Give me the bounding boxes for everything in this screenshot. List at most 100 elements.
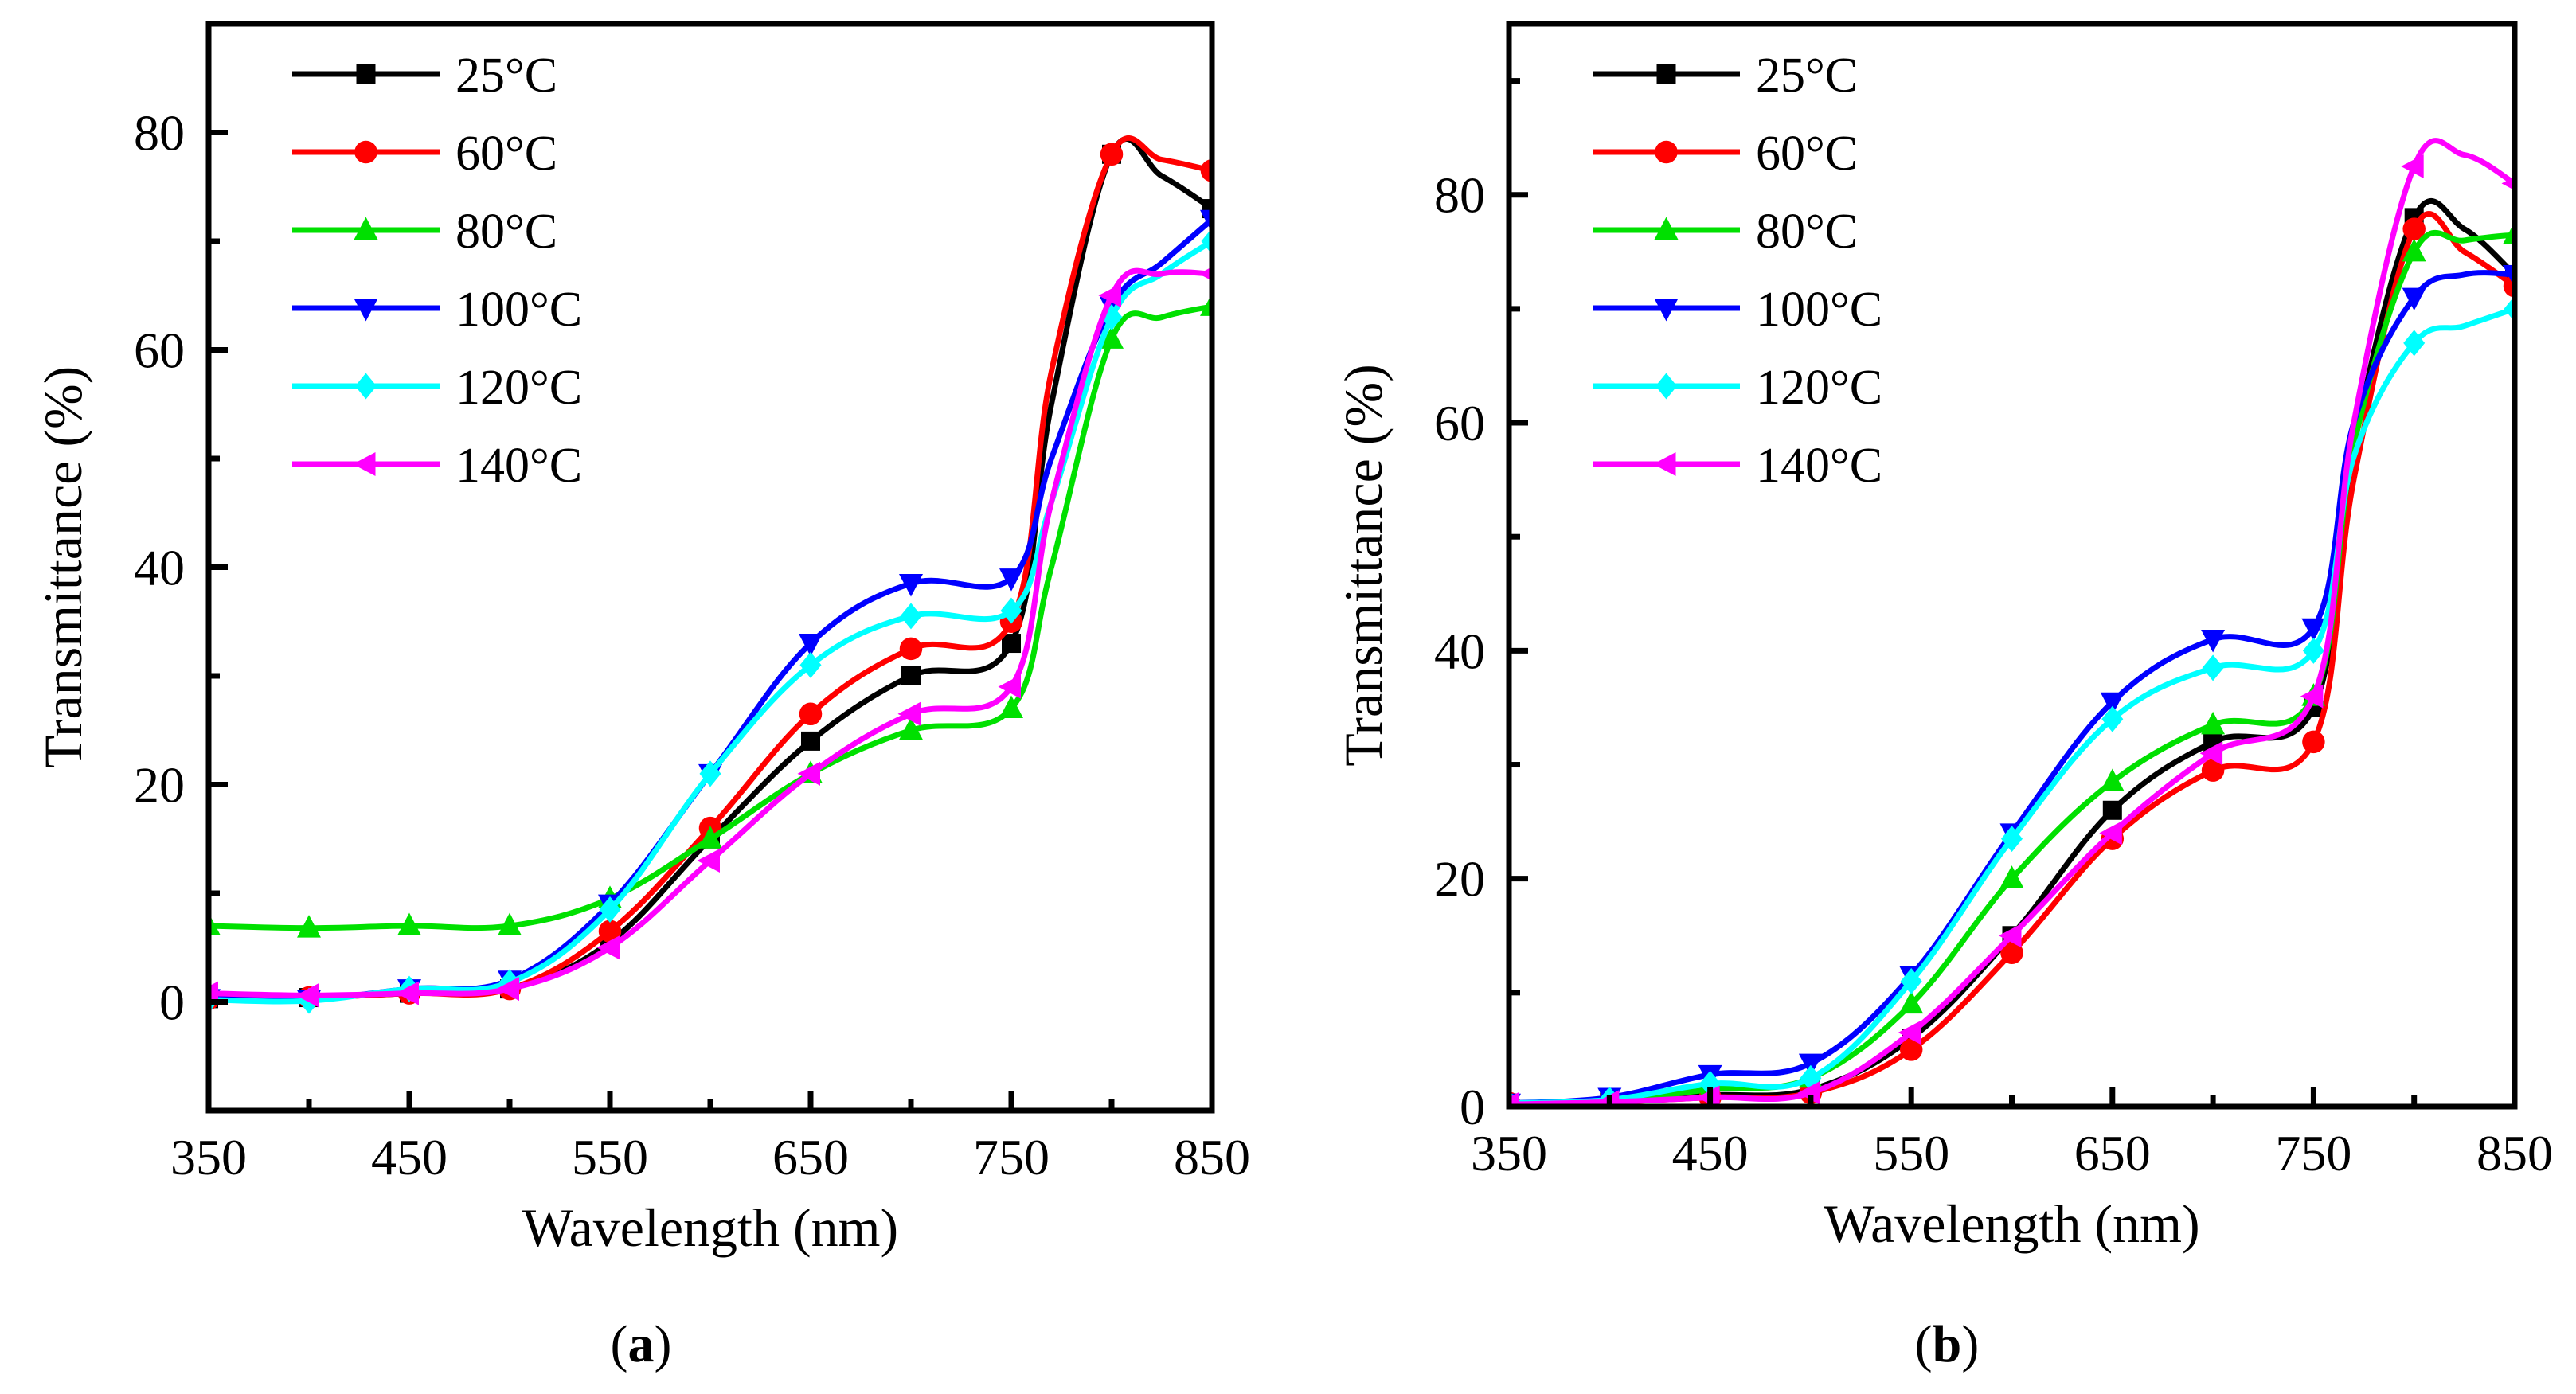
data-point	[2401, 154, 2424, 178]
data-point	[2102, 800, 2122, 820]
plot-frame	[205, 21, 1215, 1114]
data-point	[2199, 741, 2223, 766]
data-point	[2402, 217, 2426, 240]
series-line	[1509, 211, 2515, 1107]
data-point	[2300, 684, 2324, 709]
data-point	[1898, 1020, 1921, 1045]
data-point	[1198, 267, 1212, 281]
series-line	[1509, 229, 2515, 1107]
legend-marker	[1654, 299, 1679, 322]
legend-item: 60°C	[292, 127, 557, 181]
y-axis-title: Transmittance (%)	[33, 366, 93, 768]
legend-label: 140°C	[1756, 439, 1882, 493]
data-point	[1900, 968, 1922, 995]
x-tick-label: 450	[1672, 1125, 1749, 1181]
legend-label: 100°C	[455, 283, 582, 337]
y-tick-label: 80	[1434, 167, 1485, 224]
series-line	[1509, 306, 2515, 1107]
data-point	[295, 983, 319, 1008]
data-point	[397, 912, 421, 935]
legend-item: 25°C	[292, 49, 557, 103]
legend-label: 80°C	[455, 205, 557, 259]
data-point	[998, 674, 1021, 699]
data-point	[899, 717, 923, 740]
panel-b: 350 450 550 650 750 850 0 20 40 60 80 Wavelength (n…	[1333, 21, 2553, 1373]
series-0-1	[209, 135, 1212, 1010]
x-tick-label: 750	[973, 1129, 1050, 1185]
data-point	[498, 912, 522, 935]
data-point	[999, 695, 1023, 718]
legend-item: 60°C	[1593, 127, 1858, 181]
data-point	[2001, 826, 2023, 853]
data-point	[2403, 330, 2426, 357]
data-point	[1200, 209, 1212, 233]
x-tick-label: 550	[572, 1129, 648, 1185]
legend-label: 120°C	[1756, 361, 1882, 415]
data-point	[2202, 654, 2224, 681]
series-line	[209, 136, 1212, 1002]
data-point	[209, 912, 221, 935]
legend-marker	[1655, 140, 1678, 164]
y-tick-label: 80	[134, 105, 185, 162]
data-point	[900, 603, 922, 630]
x-tick-label: 650	[772, 1129, 849, 1185]
series-0-0	[209, 136, 1212, 1009]
data-point	[897, 701, 921, 726]
x-tick-label: 650	[2074, 1125, 2151, 1181]
data-point	[697, 849, 720, 873]
data-point	[901, 666, 921, 685]
data-point	[2100, 692, 2125, 716]
x-tick-label: 750	[2275, 1125, 2351, 1181]
data-point	[1899, 1038, 1923, 1061]
data-point	[2302, 730, 2325, 754]
y-tick-label: 20	[134, 757, 185, 814]
series-line	[1509, 270, 2515, 1107]
y-tick-label: 60	[134, 322, 185, 379]
data-point	[2201, 759, 2225, 782]
y-tick-label: 0	[159, 974, 185, 1031]
data-point	[1999, 923, 2022, 948]
series-1-5	[1509, 138, 2515, 1107]
data-point	[396, 981, 419, 1005]
data-point	[2402, 238, 2426, 262]
x-tick-label: 350	[170, 1129, 247, 1185]
x-axis-title: Wavelength (nm)	[522, 1197, 898, 1258]
data-point	[801, 731, 820, 751]
legend-marker	[1656, 64, 1676, 84]
data-point	[2201, 711, 2226, 735]
legend-item: 120°C	[292, 361, 582, 415]
data-point	[699, 760, 721, 787]
data-point	[698, 826, 722, 849]
series-line	[209, 135, 1212, 1002]
legend-marker	[354, 299, 378, 322]
data-point	[999, 568, 1023, 592]
legend-item: 120°C	[1593, 361, 1882, 415]
data-point	[797, 761, 820, 786]
data-point	[1797, 1080, 1820, 1105]
legend-marker	[1653, 452, 1676, 476]
y-axis-title: Transmittance (%)	[1333, 364, 1394, 766]
x-tick-label: 850	[2476, 1125, 2553, 1181]
x-axis-title: Wavelength (nm)	[1824, 1193, 2199, 1254]
data-point	[2501, 176, 2515, 191]
y-tick-label: 60	[1434, 395, 1485, 451]
x-tick-label: 350	[1471, 1125, 1547, 1181]
series-1-1	[1509, 211, 2515, 1107]
legend-marker	[355, 373, 377, 400]
x-tick-label: 850	[1174, 1129, 1250, 1185]
panel-caption: (a)	[611, 1315, 672, 1373]
legend-label: 60°C	[455, 127, 557, 181]
series-0-2	[209, 293, 1212, 938]
legend-marker	[354, 140, 377, 164]
data-point	[1002, 634, 1021, 654]
data-point	[2503, 221, 2515, 244]
data-point	[496, 977, 519, 1002]
data-point	[2302, 637, 2324, 664]
data-point	[1098, 283, 1121, 308]
data-point	[799, 702, 823, 726]
data-point	[1100, 326, 1124, 349]
y-tick-label: 40	[1434, 623, 1485, 679]
data-point	[2000, 941, 2023, 964]
legend-item: 100°C	[1593, 283, 1882, 337]
